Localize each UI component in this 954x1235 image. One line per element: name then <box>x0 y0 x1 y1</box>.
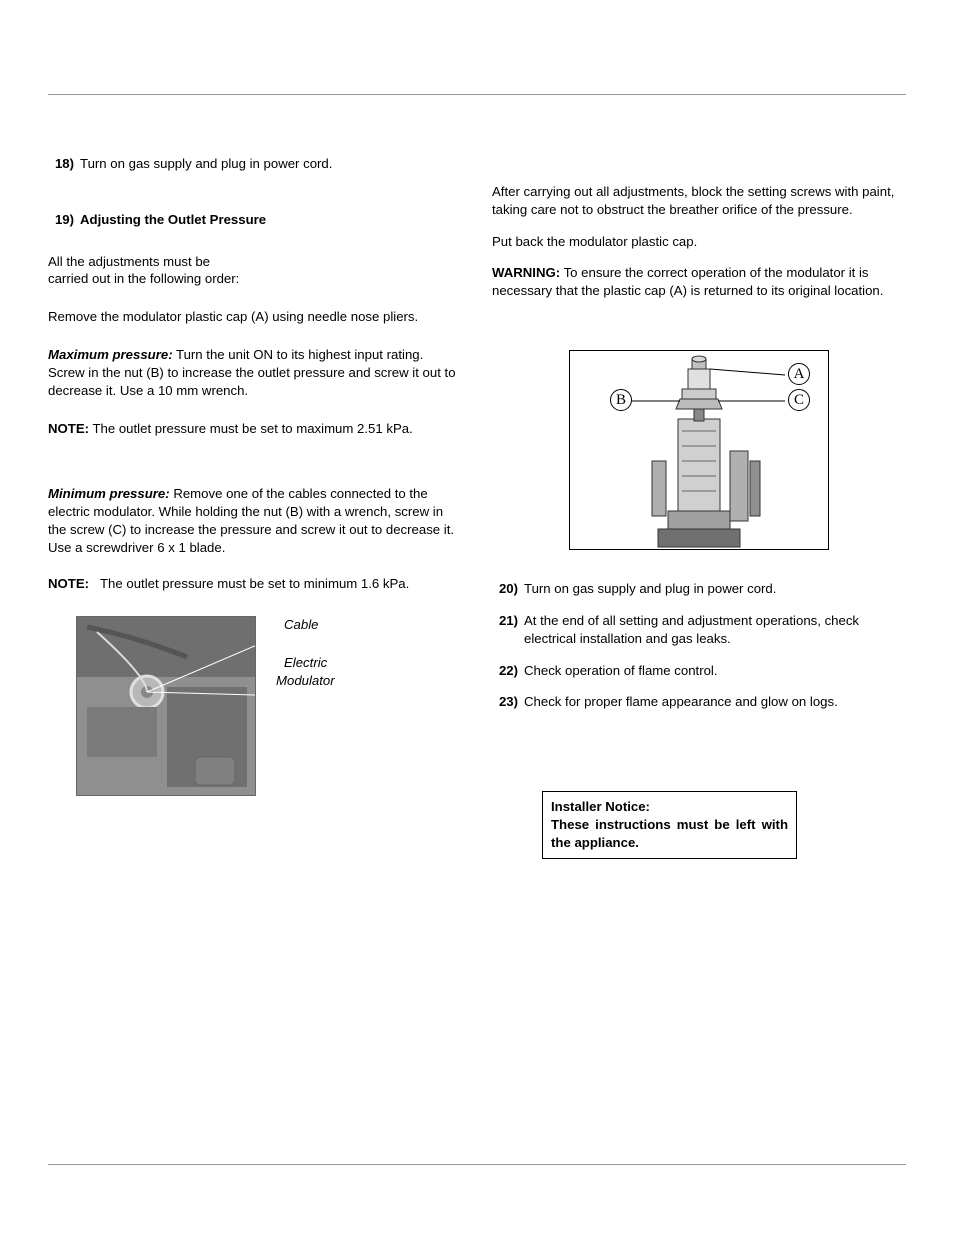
step-text: At the end of all setting and adjustment… <box>524 612 906 648</box>
step-23: 23) Check for proper flame appearance an… <box>492 693 906 711</box>
put-back-cap-text: Put back the modulator plastic cap. <box>492 233 906 251</box>
max-pressure-para: Maximum pressure: Turn the unit ON to it… <box>48 346 462 399</box>
note2-label: NOTE: <box>48 575 94 593</box>
step-number: 20) <box>492 580 518 598</box>
two-column-layout: 18) Turn on gas supply and plug in power… <box>48 155 906 859</box>
note2-row: NOTE: The outlet pressure must be set to… <box>48 575 462 593</box>
adjustment-intro-line2: carried out in the following order: <box>48 270 462 288</box>
figure-modulator-diagram: A B C <box>569 350 829 550</box>
warning-para: WARNING: To ensure the correct operation… <box>492 264 906 300</box>
note1-label: NOTE: <box>48 421 89 436</box>
min-pressure-para: Minimum pressure: Remove one of the cabl… <box>48 485 462 556</box>
step-19-heading: 19) Adjusting the Outlet Pressure <box>48 211 462 229</box>
remove-cap-text: Remove the modulator plastic cap (A) usi… <box>48 308 462 326</box>
note2-text: The outlet pressure must be set to minim… <box>100 575 409 593</box>
step-number: 23) <box>492 693 518 711</box>
installer-notice-box: Installer Notice: These instructions mus… <box>542 791 797 858</box>
adjustment-intro-line1: All the adjustments must be <box>48 253 462 271</box>
step-text: Turn on gas supply and plug in power cor… <box>524 580 906 598</box>
step-number: 18) <box>48 155 74 173</box>
step-number: 21) <box>492 612 518 648</box>
step-20: 20) Turn on gas supply and plug in power… <box>492 580 906 598</box>
note1-para: NOTE: The outlet pressure must be set to… <box>48 420 462 438</box>
left-column: 18) Turn on gas supply and plug in power… <box>48 155 462 859</box>
diagram-label-c: C <box>788 389 810 411</box>
modulator-photo <box>76 616 256 796</box>
top-rule <box>48 94 906 95</box>
note1-text: The outlet pressure must be set to maxim… <box>89 421 413 436</box>
step-title: Adjusting the Outlet Pressure <box>80 211 462 229</box>
step-number: 19) <box>48 211 74 229</box>
page: 18) Turn on gas supply and plug in power… <box>0 0 954 1235</box>
modulator-label: Modulator <box>276 672 335 690</box>
electric-label: Electric <box>284 654 335 672</box>
max-pressure-label: Maximum pressure: <box>48 347 173 362</box>
diagram-label-a: A <box>788 363 810 385</box>
step-22: 22) Check operation of flame control. <box>492 662 906 680</box>
modulator-diagram-svg <box>570 351 828 549</box>
step-text: Check operation of flame control. <box>524 662 906 680</box>
right-column: After carrying out all adjustments, bloc… <box>492 155 906 859</box>
cable-label: Cable <box>284 616 335 634</box>
figure1-labels: Cable Electric Modulator <box>284 616 335 709</box>
step-21: 21) At the end of all setting and adjust… <box>492 612 906 648</box>
step-18: 18) Turn on gas supply and plug in power… <box>48 155 462 173</box>
bottom-rule <box>48 1164 906 1165</box>
step-text: Turn on gas supply and plug in power cor… <box>80 155 462 173</box>
after-adjustments-text: After carrying out all adjustments, bloc… <box>492 183 906 219</box>
installer-line1: Installer Notice: <box>551 798 788 816</box>
min-pressure-label: Minimum pressure: <box>48 486 170 501</box>
step-text: Check for proper flame appearance and gl… <box>524 693 906 711</box>
step-number: 22) <box>492 662 518 680</box>
diagram-label-b: B <box>610 389 632 411</box>
figure-modulator-photo: Cable Electric Modulator <box>76 616 462 796</box>
modulator-photo-svg <box>77 617 256 796</box>
installer-line2: These instructions must be left with the… <box>551 816 788 852</box>
warning-label: WARNING: <box>492 265 560 280</box>
